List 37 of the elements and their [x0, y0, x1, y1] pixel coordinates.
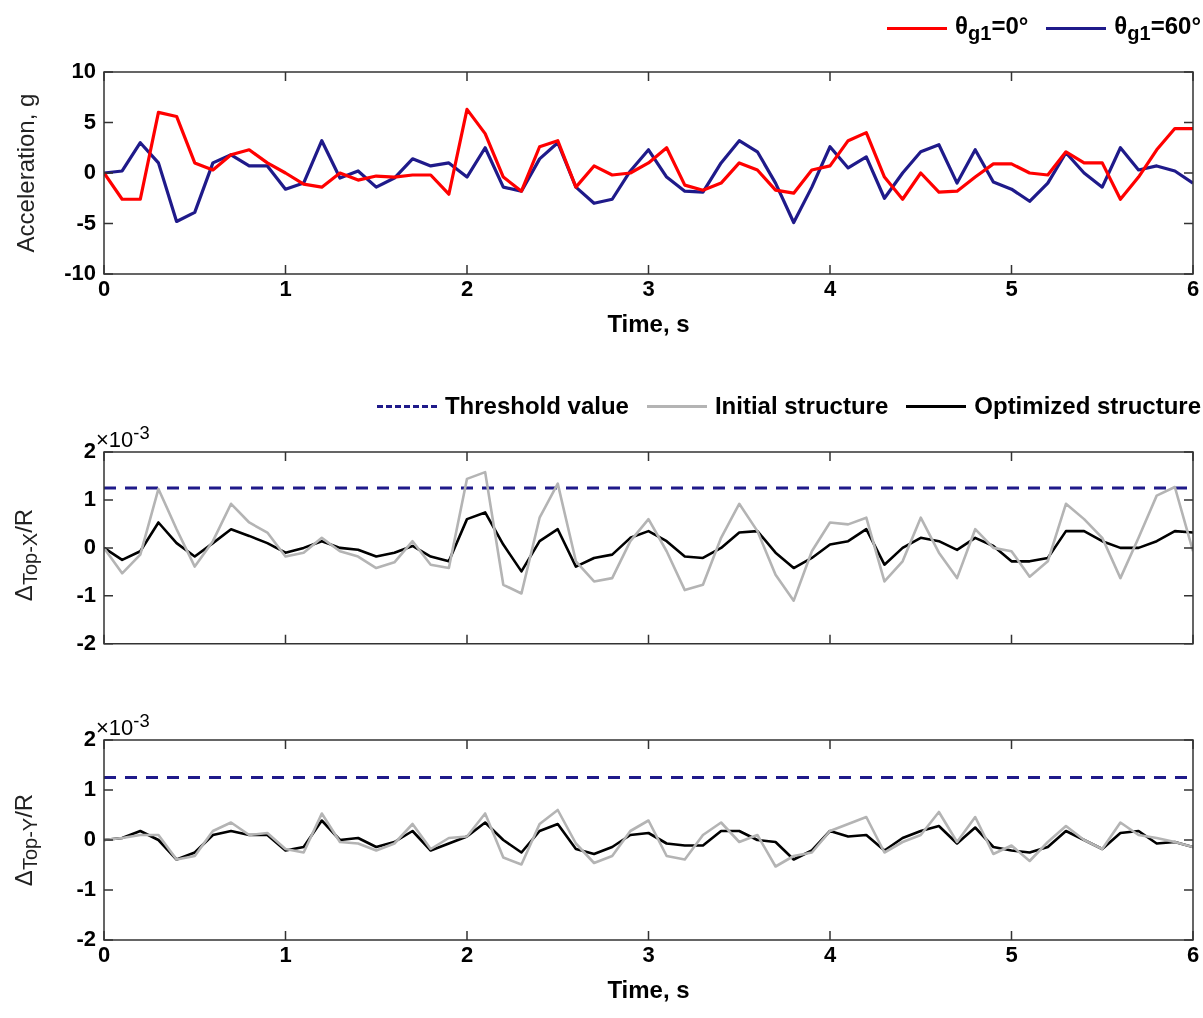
- x-tick-label: 3: [642, 942, 655, 968]
- annotation: ×10$^{-3}$: [96, 710, 150, 742]
- y-tick-label: 1: [83, 776, 96, 802]
- x-tick-label: 1: [279, 276, 292, 302]
- y-tick-label: -2: [76, 629, 96, 655]
- x-tick-label: 5: [1005, 276, 1018, 302]
- y-tick-label: -10: [64, 260, 96, 286]
- y-tick-label: -1: [76, 876, 96, 902]
- x-tick-label: 2: [460, 276, 474, 302]
- x-axis-title: Time, s: [607, 976, 690, 1004]
- legend-label: Optimized structure: [974, 392, 1201, 420]
- y-tick-label: 2: [83, 726, 96, 752]
- x-tick-label: 4: [823, 276, 837, 302]
- x-tick-label: 3: [642, 276, 655, 302]
- y-tick-label: 2: [83, 438, 96, 464]
- x-tick-label: 1: [279, 942, 292, 968]
- y-tick-label: 5: [83, 108, 96, 134]
- y-tick-label: -2: [76, 926, 96, 952]
- x-axis-title: Time, s: [607, 310, 690, 338]
- y-tick-label: -5: [76, 209, 96, 235]
- x-tick-label: 2: [460, 942, 474, 968]
- legend-label: θ$_{g1}$=0°: [955, 12, 1029, 45]
- y-tick-label: 1: [83, 486, 96, 512]
- y-tick-label: -1: [76, 581, 96, 607]
- x-tick-label: 6: [1186, 276, 1200, 302]
- legend-label: Threshold value: [444, 392, 629, 420]
- y-tick-label: 0: [83, 533, 96, 559]
- legend-label: θ$_{g1}$=60°: [1114, 12, 1201, 45]
- annotation: ×10$^{-3}$: [96, 422, 150, 454]
- y-tick-label: 0: [83, 826, 96, 852]
- y-axis-title: Acceleration, g: [12, 93, 40, 253]
- y-tick-label: 0: [83, 159, 96, 185]
- x-tick-label: 6: [1186, 942, 1200, 968]
- x-tick-label: 5: [1005, 942, 1018, 968]
- legend-label: Initial structure: [714, 392, 889, 420]
- x-tick-label: 4: [823, 942, 837, 968]
- y-tick-label: 10: [71, 58, 96, 84]
